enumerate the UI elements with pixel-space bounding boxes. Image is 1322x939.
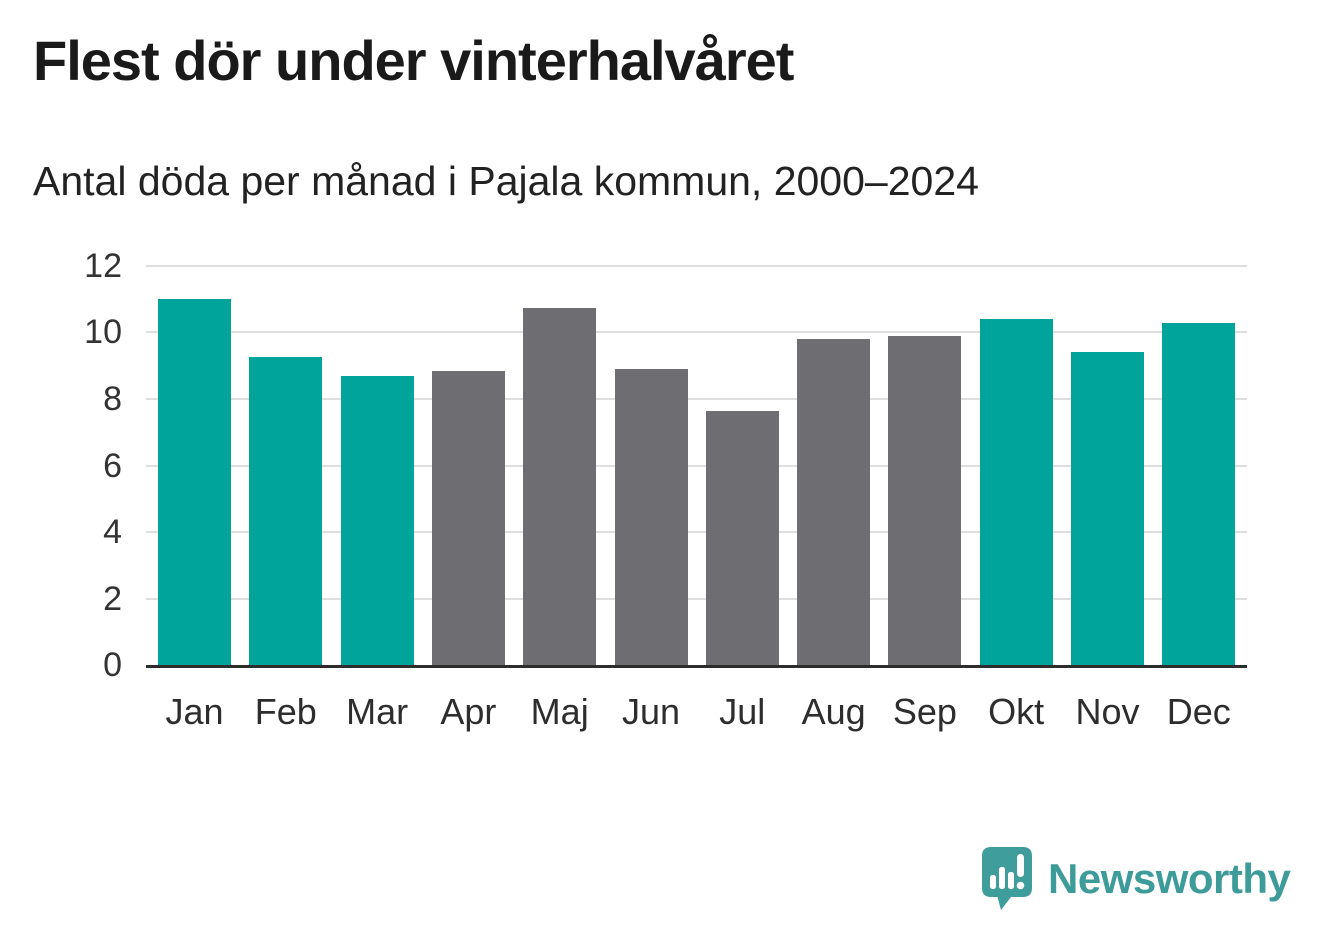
x-tick-label-okt: Okt bbox=[988, 691, 1045, 732]
x-tick-label-mar: Mar bbox=[346, 691, 409, 732]
x-tick-label-sep: Sep bbox=[892, 691, 957, 732]
chart-subtitle: Antal döda per månad i Pajala kommun, 20… bbox=[33, 158, 979, 204]
y-tick-label-2: 2 bbox=[103, 579, 122, 618]
bar-jul bbox=[705, 410, 779, 665]
gridline-y-4 bbox=[146, 530, 1247, 533]
bar-jun bbox=[614, 369, 688, 665]
bar-dec bbox=[1162, 322, 1236, 665]
newsworthy-logo-text: Newsworthy bbox=[1048, 855, 1291, 902]
bar-sep bbox=[888, 335, 962, 665]
x-tick-label-nov: Nov bbox=[1075, 691, 1140, 732]
bar-feb bbox=[249, 357, 323, 665]
gridline-y-8 bbox=[146, 397, 1247, 400]
y-tick-label-4: 4 bbox=[103, 512, 122, 551]
bar-nov bbox=[1071, 352, 1144, 665]
x-tick-label-dec: Dec bbox=[1166, 691, 1231, 732]
bar-apr bbox=[431, 370, 505, 665]
x-tick-label-jan: Jan bbox=[165, 691, 224, 732]
x-tick-label-feb: Feb bbox=[254, 691, 317, 732]
bar-aug bbox=[797, 339, 871, 665]
bar-maj bbox=[523, 307, 597, 665]
newsworthy-speech-bubble-bar-chart-icon bbox=[982, 847, 1032, 910]
x-tick-label-jul: Jul bbox=[719, 691, 766, 732]
plot-area bbox=[146, 265, 1247, 668]
x-tick-label-maj: Maj bbox=[530, 691, 589, 732]
x-axis-line bbox=[146, 665, 1247, 668]
chart-title: Flest dör under vinterhalvåret bbox=[33, 29, 794, 92]
y-tick-label-12: 12 bbox=[84, 247, 122, 285]
bar-mar bbox=[340, 375, 414, 665]
newsworthy-logo: Newsworthy bbox=[982, 846, 1291, 912]
gridline-y-12 bbox=[146, 265, 1247, 267]
gridline-y-2 bbox=[146, 597, 1247, 600]
y-tick-label-10: 10 bbox=[84, 313, 122, 352]
gridline-y-10 bbox=[146, 331, 1247, 334]
x-tick-label-apr: Apr bbox=[440, 691, 497, 732]
x-axis-tick-labels: Jan Feb Mar Apr Maj Jun Jul Aug Sep Okt Nov Dec bbox=[146, 690, 1247, 740]
y-tick-label-8: 8 bbox=[103, 379, 122, 418]
x-tick-label-jun: Jun bbox=[621, 691, 681, 732]
y-tick-label-0: 0 bbox=[103, 646, 122, 684]
y-axis-tick-labels: 0 2 4 6 8 10 12 bbox=[0, 249, 122, 682]
bar-jan bbox=[158, 299, 231, 665]
bar-okt bbox=[979, 319, 1053, 665]
x-tick-label-aug: Aug bbox=[801, 691, 866, 732]
y-tick-label-6: 6 bbox=[103, 446, 122, 485]
gridline-y-6 bbox=[146, 464, 1247, 467]
